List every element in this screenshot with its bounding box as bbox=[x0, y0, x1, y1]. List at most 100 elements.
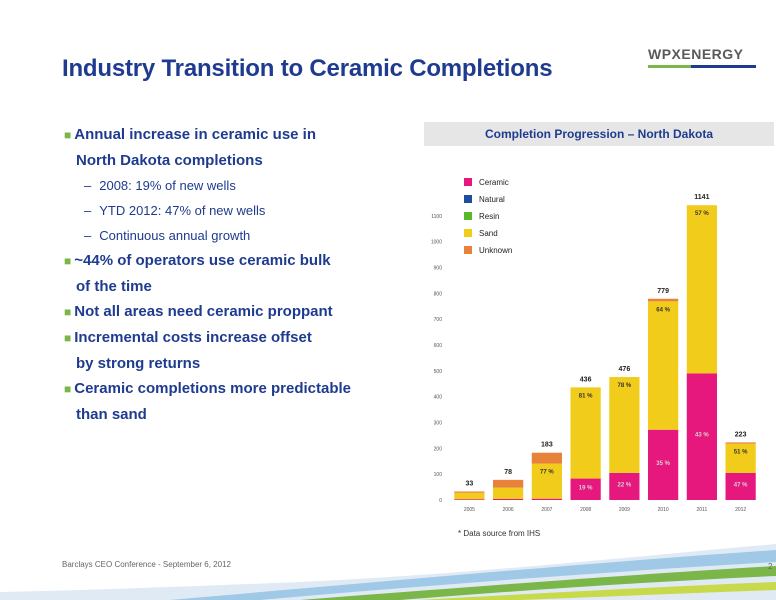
x-tick-label: 2011 bbox=[696, 507, 707, 513]
dash-icon: – bbox=[84, 228, 92, 243]
bullet-text: ~44% of operators use ceramic bulk bbox=[74, 252, 331, 269]
bar-segment-unknown bbox=[454, 491, 485, 493]
page-title: Industry Transition to Ceramic Completio… bbox=[62, 55, 553, 82]
segment-percent-label: 19 % bbox=[579, 485, 593, 491]
bullet-square-icon: ■ bbox=[64, 128, 72, 142]
legend-label: Unknown bbox=[479, 246, 512, 255]
footer-swoosh-decoration bbox=[0, 544, 776, 600]
sub-bullet-item: – YTD 2012: 47% of new wells bbox=[64, 198, 404, 223]
bullet-text: Continuous annual growth bbox=[99, 228, 251, 243]
bullet-text: North Dakota completions bbox=[76, 152, 263, 169]
bar-total-label: 1141 bbox=[694, 194, 709, 201]
bar-total-label: 223 bbox=[735, 431, 747, 438]
bullet-item: ■ Not all areas need ceramic proppant bbox=[64, 299, 404, 325]
bullet-square-icon: ■ bbox=[64, 331, 72, 345]
dash-icon: – bbox=[84, 178, 92, 193]
segment-percent-label: 57 % bbox=[695, 211, 709, 217]
segment-percent-label: 77 % bbox=[540, 470, 554, 476]
bar-segment-sand bbox=[686, 205, 717, 374]
footer-text: Barclays CEO Conference - September 6, 2… bbox=[62, 560, 231, 569]
bullet-item: ■ Ceramic completions more predictable tha… bbox=[64, 376, 404, 427]
logo-text: WPXENERGY bbox=[648, 46, 744, 62]
sub-bullet-item: –2008: 19% of new wells bbox=[64, 173, 404, 198]
x-tick-label: 2006 bbox=[503, 507, 514, 513]
x-tick-label: 2007 bbox=[541, 507, 552, 513]
bar-segment-ceramic bbox=[493, 498, 524, 500]
segment-percent-label: 78 % bbox=[618, 383, 632, 389]
bar-segment-sand bbox=[648, 301, 679, 430]
bar-segment-ceramic bbox=[570, 478, 601, 500]
bar-segment-ceramic bbox=[531, 498, 562, 500]
bar-segment-unknown bbox=[493, 479, 524, 488]
x-tick-label: 2010 bbox=[658, 507, 669, 513]
y-tick-label: 400 bbox=[434, 395, 443, 401]
bar-segment-ceramic bbox=[725, 472, 756, 500]
bullet-text: Incremental costs increase offset bbox=[74, 329, 312, 346]
segment-percent-label: 35 % bbox=[656, 461, 670, 467]
y-tick-label: 1000 bbox=[431, 240, 442, 246]
y-tick-label: 1100 bbox=[431, 214, 442, 220]
bullet-square-icon: ■ bbox=[64, 382, 72, 396]
segment-percent-label: 81 % bbox=[579, 393, 593, 399]
page-number: 2 bbox=[768, 562, 773, 571]
y-tick-label: 100 bbox=[434, 472, 443, 478]
y-tick-label: 800 bbox=[434, 291, 443, 297]
bullet-text: Not all areas need ceramic proppant bbox=[74, 303, 333, 320]
x-tick-label: 2009 bbox=[619, 507, 630, 513]
y-tick-label: 900 bbox=[434, 266, 443, 272]
bar-total-label: 33 bbox=[465, 480, 473, 487]
bullet-item: ■ Annual increase in ceramic use in North … bbox=[64, 122, 404, 173]
legend-label: Natural bbox=[479, 195, 505, 204]
legend-label: Resin bbox=[479, 212, 499, 221]
bar-total-label: 476 bbox=[619, 366, 631, 373]
bullet-text: than sand bbox=[76, 406, 147, 423]
x-tick-label: 2008 bbox=[580, 507, 591, 513]
legend-label: Ceramic bbox=[479, 178, 509, 187]
bullet-list: ■ Annual increase in ceramic use in North … bbox=[64, 122, 404, 427]
dash-icon: – bbox=[84, 203, 92, 218]
bullet-text: of the time bbox=[76, 278, 152, 295]
bullet-square-icon: ■ bbox=[64, 254, 72, 268]
y-tick-label: 500 bbox=[434, 369, 443, 375]
y-tick-label: 0 bbox=[439, 498, 442, 504]
y-tick-label: 700 bbox=[434, 317, 443, 323]
legend-swatch-unknown bbox=[464, 246, 472, 254]
bullet-text: 2008: 19% of new wells bbox=[99, 178, 236, 193]
bar-segment-sand bbox=[531, 463, 562, 499]
x-tick-label: 2012 bbox=[735, 507, 746, 513]
legend-swatch-ceramic bbox=[464, 178, 472, 186]
wpx-energy-logo: WPXENERGY bbox=[648, 46, 756, 84]
chart-title: Completion Progression – North Dakota bbox=[484, 127, 714, 141]
bullet-text: by strong returns bbox=[76, 355, 201, 372]
segment-percent-label: 47 % bbox=[734, 482, 748, 488]
legend-swatch-sand bbox=[464, 229, 472, 237]
chart-header-band bbox=[424, 122, 774, 146]
bar-total-label: 183 bbox=[541, 442, 553, 449]
y-tick-label: 600 bbox=[434, 343, 443, 349]
bullet-item: ■ ~44% of operators use ceramic bulk of th… bbox=[64, 248, 404, 299]
bullet-text: YTD 2012: 47% of new wells bbox=[99, 203, 266, 218]
bullet-square-icon: ■ bbox=[64, 305, 72, 319]
segment-percent-label: 22 % bbox=[618, 482, 632, 488]
legend-label: Sand bbox=[479, 229, 498, 238]
bar-segment-unknown bbox=[531, 452, 562, 464]
bar-segment-ceramic bbox=[648, 429, 679, 500]
stacked-bar-chart: 0 100 200 300 400 500 600 700 800 900 1000 1100 33 20… bbox=[431, 178, 756, 513]
y-tick-label: 200 bbox=[434, 446, 443, 452]
bullet-item: ■ Incremental costs increase offset by str… bbox=[64, 325, 404, 376]
bar-total-label: 436 bbox=[580, 376, 592, 383]
x-tick-label: 2005 bbox=[464, 507, 475, 513]
bullet-text: Ceramic completions more predictable bbox=[74, 380, 352, 397]
logo-underline bbox=[648, 65, 756, 68]
bar-segment-ceramic bbox=[609, 472, 640, 500]
bar-segment-unknown bbox=[725, 442, 756, 444]
bar-total-label: 779 bbox=[657, 288, 669, 295]
segment-percent-label: 43 % bbox=[695, 433, 709, 439]
bar-segment-sand bbox=[570, 387, 601, 479]
bar-segment-sand bbox=[725, 443, 756, 473]
sub-bullet-item: – Continuous annual growth bbox=[64, 223, 404, 248]
y-tick-label: 300 bbox=[434, 421, 443, 427]
source-note: * Data source from IHS bbox=[458, 529, 541, 538]
bar-total-label: 78 bbox=[504, 469, 512, 476]
segment-percent-label: 64 % bbox=[656, 307, 670, 313]
